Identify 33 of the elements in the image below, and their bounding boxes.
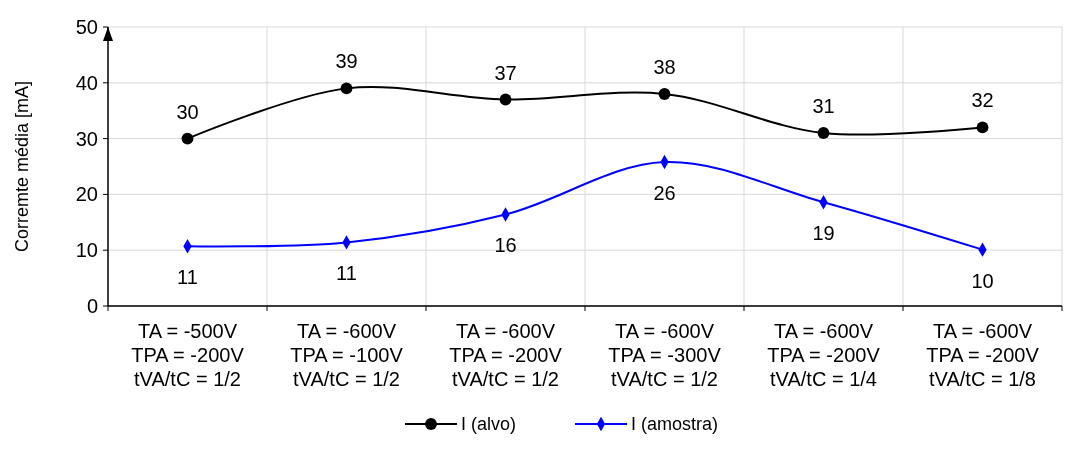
x-tick-label: TA = -600V TPA = -200V tVA/tC = 1/8 [926, 320, 1040, 390]
y-tick-label: 50 [75, 16, 98, 38]
data-label: 26 [653, 182, 676, 205]
point [658, 88, 671, 100]
data-label: 39 [335, 50, 358, 73]
x-tick-label: TA = -600V TPA = -200V tVA/tC = 1/4 [767, 320, 881, 390]
data-label: 10 [971, 269, 994, 292]
data-label: 11 [336, 262, 357, 285]
point [340, 82, 353, 95]
data-label: 16 [494, 234, 517, 257]
data-label: 19 [812, 222, 835, 245]
data-label: 32 [971, 89, 994, 112]
x-tick-label: TA = -600V TPA = -200V tVA/tC = 1/2 [449, 320, 563, 390]
legend-label: I (alvo) [461, 414, 517, 435]
data-label: 11 [177, 266, 198, 289]
x-tick-label: TA = -500V TPA = -200V tVA/tC = 1/2 [131, 320, 245, 390]
point [181, 132, 194, 145]
point [817, 127, 830, 139]
data-label: 30 [176, 100, 199, 123]
x-tick-label: TA = -600V TPA = -100V tVA/tC = 1/2 [290, 320, 404, 390]
data-label: 31 [812, 95, 835, 118]
y-tick-label: 30 [75, 127, 98, 150]
data-label: 38 [653, 55, 676, 78]
y-axis-title: Corremte média [mA] [12, 80, 32, 253]
y-tick-label: 40 [75, 71, 98, 94]
y-tick-label: 0 [86, 295, 98, 317]
legend-label: I (amostra) [631, 414, 719, 435]
point [976, 121, 989, 134]
data-label: 37 [494, 61, 517, 84]
x-tick-label: TA = -600V TPA = -300V tVA/tC = 1/2 [608, 320, 722, 390]
y-tick-label: 10 [75, 239, 98, 262]
point [499, 93, 512, 106]
y-tick-label: 20 [75, 183, 98, 206]
